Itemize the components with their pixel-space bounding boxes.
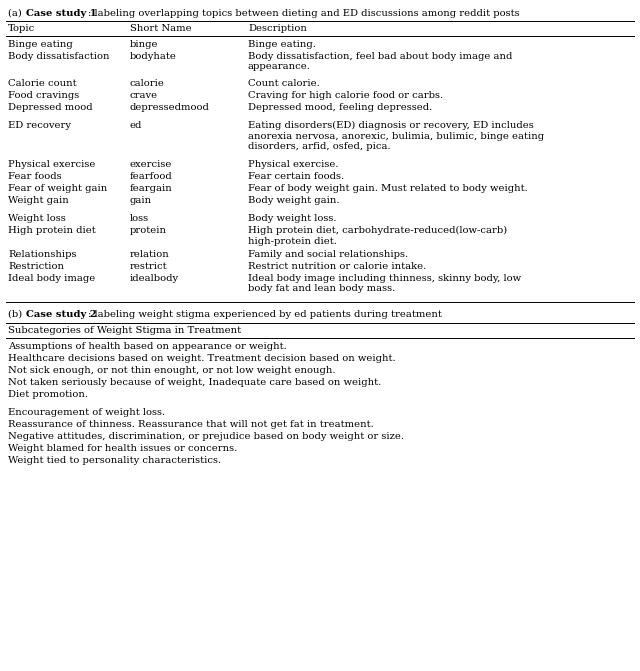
Text: Encouragement of weight loss.: Encouragement of weight loss.: [8, 408, 165, 417]
Text: Weight blamed for health issues or concerns.: Weight blamed for health issues or conce…: [8, 444, 237, 453]
Text: Physical exercise.: Physical exercise.: [248, 160, 339, 169]
Text: : labeling overlapping topics between dieting and ED discussions among reddit po: : labeling overlapping topics between di…: [88, 9, 520, 18]
Text: Depressed mood, feeling depressed.: Depressed mood, feeling depressed.: [248, 103, 432, 112]
Text: Short Name: Short Name: [130, 24, 191, 33]
Text: feargain: feargain: [130, 184, 173, 193]
Text: Weight gain: Weight gain: [8, 196, 68, 205]
Text: Not taken seriously because of weight, Inadequate care based on weight.: Not taken seriously because of weight, I…: [8, 378, 381, 387]
Text: Fear foods: Fear foods: [8, 172, 61, 181]
Text: : labeling weight stigma experienced by ed patients during treatment: : labeling weight stigma experienced by …: [88, 310, 442, 319]
Text: exercise: exercise: [130, 160, 172, 169]
Text: ed: ed: [130, 121, 142, 130]
Text: Binge eating: Binge eating: [8, 40, 73, 49]
Text: High protein diet: High protein diet: [8, 226, 96, 235]
Text: Subcategories of Weight Stigma in Treatment: Subcategories of Weight Stigma in Treatm…: [8, 326, 241, 335]
Text: Body dissatisfaction, feel bad about body image and
appearance.: Body dissatisfaction, feel bad about bod…: [248, 52, 513, 71]
Text: Case study 2: Case study 2: [26, 310, 97, 319]
Text: Food cravings: Food cravings: [8, 91, 79, 100]
Text: gain: gain: [130, 196, 152, 205]
Text: binge: binge: [130, 40, 159, 49]
Text: Fear of weight gain: Fear of weight gain: [8, 184, 108, 193]
Text: Body weight loss.: Body weight loss.: [248, 214, 337, 223]
Text: Ideal body image: Ideal body image: [8, 274, 95, 283]
Text: Description: Description: [248, 24, 307, 33]
Text: loss: loss: [130, 214, 149, 223]
Text: Physical exercise: Physical exercise: [8, 160, 95, 169]
Text: Depressed mood: Depressed mood: [8, 103, 93, 112]
Text: Healthcare decisions based on weight. Treatment decision based on weight.: Healthcare decisions based on weight. Tr…: [8, 354, 396, 363]
Text: (a): (a): [8, 9, 25, 18]
Text: relation: relation: [130, 250, 170, 259]
Text: Calorie count: Calorie count: [8, 79, 77, 88]
Text: Reassurance of thinness. Reassurance that will not get fat in treatment.: Reassurance of thinness. Reassurance tha…: [8, 420, 374, 429]
Text: fearfood: fearfood: [130, 172, 173, 181]
Text: (b): (b): [8, 310, 26, 319]
Text: High protein diet, carbohydrate-reduced(low-carb)
high-protein diet.: High protein diet, carbohydrate-reduced(…: [248, 226, 508, 246]
Text: Weight tied to personality characteristics.: Weight tied to personality characteristi…: [8, 456, 221, 465]
Text: idealbody: idealbody: [130, 274, 179, 283]
Text: Case study 1: Case study 1: [26, 9, 97, 18]
Text: Fear certain foods.: Fear certain foods.: [248, 172, 344, 181]
Text: Body weight gain.: Body weight gain.: [248, 196, 339, 205]
Text: crave: crave: [130, 91, 158, 100]
Text: depressedmood: depressedmood: [130, 103, 210, 112]
Text: Relationships: Relationships: [8, 250, 77, 259]
Text: Restriction: Restriction: [8, 262, 64, 271]
Text: protein: protein: [130, 226, 167, 235]
Text: Family and social relationships.: Family and social relationships.: [248, 250, 408, 259]
Text: bodyhate: bodyhate: [130, 52, 177, 61]
Text: Binge eating.: Binge eating.: [248, 40, 316, 49]
Text: Craving for high calorie food or carbs.: Craving for high calorie food or carbs.: [248, 91, 443, 100]
Text: Not sick enough, or not thin enought, or not low weight enough.: Not sick enough, or not thin enought, or…: [8, 366, 335, 375]
Text: Eating disorders(ED) diagnosis or recovery, ED includes
anorexia nervosa, anorex: Eating disorders(ED) diagnosis or recove…: [248, 121, 544, 151]
Text: Ideal body image including thinness, skinny body, low
body fat and lean body mas: Ideal body image including thinness, ski…: [248, 274, 521, 293]
Text: Negative attitudes, discrimination, or prejudice based on body weight or size.: Negative attitudes, discrimination, or p…: [8, 432, 404, 441]
Text: Restrict nutrition or calorie intake.: Restrict nutrition or calorie intake.: [248, 262, 426, 271]
Text: ED recovery: ED recovery: [8, 121, 71, 130]
Text: Diet promotion.: Diet promotion.: [8, 390, 88, 399]
Text: Body dissatisfaction: Body dissatisfaction: [8, 52, 109, 61]
Text: Count calorie.: Count calorie.: [248, 79, 320, 88]
Text: Assumptions of health based on appearance or weight.: Assumptions of health based on appearanc…: [8, 342, 287, 351]
Text: Fear of body weight gain. Must related to body weight.: Fear of body weight gain. Must related t…: [248, 184, 528, 193]
Text: restrict: restrict: [130, 262, 168, 271]
Text: calorie: calorie: [130, 79, 165, 88]
Text: Weight loss: Weight loss: [8, 214, 66, 223]
Text: Topic: Topic: [8, 24, 35, 33]
